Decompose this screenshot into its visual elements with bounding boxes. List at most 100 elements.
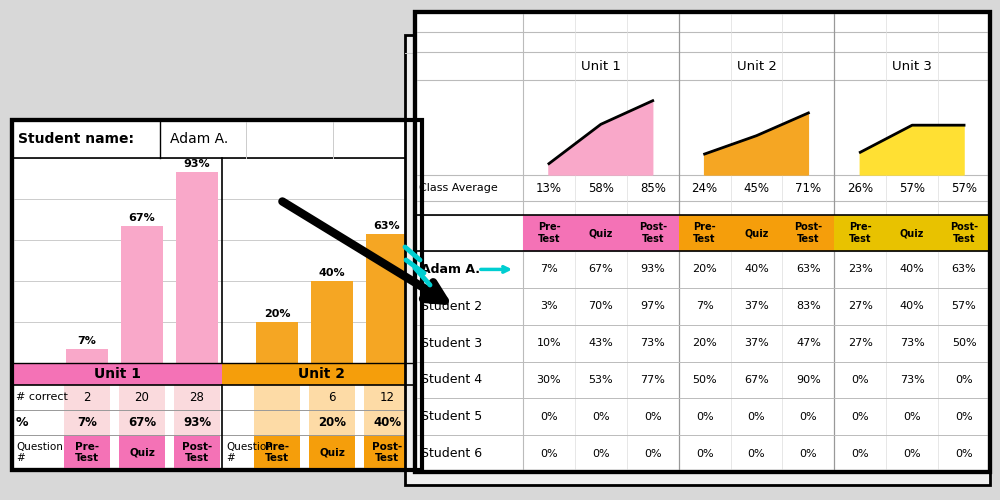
Text: 6: 6 (328, 391, 336, 404)
Bar (309, 385, 355, 410)
Text: Quiz: Quiz (589, 228, 613, 238)
Text: 77%: 77% (640, 375, 665, 385)
Text: 7%: 7% (77, 416, 97, 429)
Bar (64, 435, 110, 470)
Text: 0%: 0% (903, 448, 921, 458)
Text: 20: 20 (135, 391, 149, 404)
Text: 93%: 93% (640, 264, 665, 274)
Text: 40%: 40% (900, 264, 925, 274)
Text: 70%: 70% (588, 301, 613, 311)
Text: 37%: 37% (744, 338, 769, 348)
Text: 24%: 24% (692, 182, 718, 194)
Text: Pre-
Test: Pre- Test (75, 442, 99, 464)
Text: Adam A.: Adam A. (170, 132, 228, 146)
Text: 7%: 7% (540, 264, 558, 274)
Bar (364, 410, 410, 435)
Polygon shape (705, 113, 808, 175)
Text: 43%: 43% (588, 338, 613, 348)
Text: Class Average: Class Average (419, 183, 498, 193)
Text: 73%: 73% (640, 338, 665, 348)
Text: 7%: 7% (78, 336, 96, 345)
Text: 37%: 37% (744, 301, 769, 311)
Bar (938, 215, 990, 251)
Text: Pre-
Test: Pre- Test (849, 222, 872, 244)
Text: 73%: 73% (900, 338, 925, 348)
Text: Unit 2: Unit 2 (737, 60, 776, 72)
Text: Quiz: Quiz (129, 448, 155, 458)
Text: 0%: 0% (851, 448, 869, 458)
Text: 0%: 0% (592, 412, 610, 422)
Text: Post-
Test: Post- Test (794, 222, 822, 244)
Text: 26%: 26% (847, 182, 873, 194)
Text: 0%: 0% (851, 412, 869, 422)
Text: 3%: 3% (540, 301, 558, 311)
Text: 93%: 93% (183, 416, 211, 429)
Text: 20%: 20% (318, 416, 346, 429)
Text: 27%: 27% (848, 301, 873, 311)
Bar (627, 215, 679, 251)
Bar (309, 435, 355, 470)
Bar (575, 215, 627, 251)
Bar (222, 363, 422, 385)
Text: 63%: 63% (796, 264, 821, 274)
Text: 0%: 0% (540, 412, 558, 422)
Bar (176, 172, 218, 363)
Bar (254, 385, 300, 410)
Bar (119, 385, 165, 410)
FancyBboxPatch shape (12, 120, 422, 470)
Text: Post-
Test: Post- Test (372, 442, 402, 464)
Text: 40%: 40% (319, 268, 345, 278)
Text: 90%: 90% (796, 375, 821, 385)
Text: Pre-
Test: Pre- Test (538, 222, 560, 244)
Bar (523, 215, 575, 251)
Bar (64, 385, 110, 410)
Text: Unit 3: Unit 3 (892, 60, 932, 72)
Text: 20%: 20% (264, 309, 290, 319)
Text: Unit 2: Unit 2 (298, 367, 346, 381)
Text: 2: 2 (83, 391, 91, 404)
Bar (254, 410, 300, 435)
Text: 97%: 97% (640, 301, 665, 311)
Bar (731, 215, 782, 251)
Text: Post-
Test: Post- Test (950, 222, 978, 244)
Text: 0%: 0% (592, 448, 610, 458)
Text: Question
#: Question # (226, 442, 273, 464)
Text: 0%: 0% (851, 375, 869, 385)
Bar (364, 435, 410, 470)
FancyBboxPatch shape (405, 35, 990, 485)
Text: 0%: 0% (903, 412, 921, 422)
Text: 50%: 50% (692, 375, 717, 385)
Text: 0%: 0% (800, 448, 817, 458)
Text: Pre-
Test: Pre- Test (693, 222, 716, 244)
Text: 7%: 7% (696, 301, 713, 311)
Bar (64, 410, 110, 435)
Text: 0%: 0% (748, 412, 765, 422)
Text: 30%: 30% (537, 375, 561, 385)
Text: 13%: 13% (536, 182, 562, 194)
Text: 50%: 50% (952, 338, 976, 348)
Text: 20%: 20% (692, 338, 717, 348)
Text: 71%: 71% (795, 182, 821, 194)
Bar (119, 410, 165, 435)
Text: Quiz: Quiz (319, 448, 345, 458)
Bar (174, 435, 220, 470)
Text: 0%: 0% (696, 448, 713, 458)
Bar (256, 322, 298, 363)
Bar (121, 226, 163, 363)
Text: 85%: 85% (640, 182, 666, 194)
Text: Unit 1: Unit 1 (581, 60, 621, 72)
Text: Quiz: Quiz (900, 228, 924, 238)
Text: 57%: 57% (899, 182, 925, 194)
Bar (834, 215, 886, 251)
Text: Post-
Test: Post- Test (639, 222, 667, 244)
Text: 40%: 40% (900, 301, 925, 311)
Text: Student 6: Student 6 (421, 447, 482, 460)
Text: 63%: 63% (374, 221, 400, 231)
Text: 0%: 0% (644, 448, 662, 458)
Text: 0%: 0% (644, 412, 662, 422)
Text: 57%: 57% (951, 182, 977, 194)
Bar (254, 435, 300, 470)
Text: 53%: 53% (589, 375, 613, 385)
Text: Student 2: Student 2 (421, 300, 482, 313)
Text: 0%: 0% (696, 412, 713, 422)
